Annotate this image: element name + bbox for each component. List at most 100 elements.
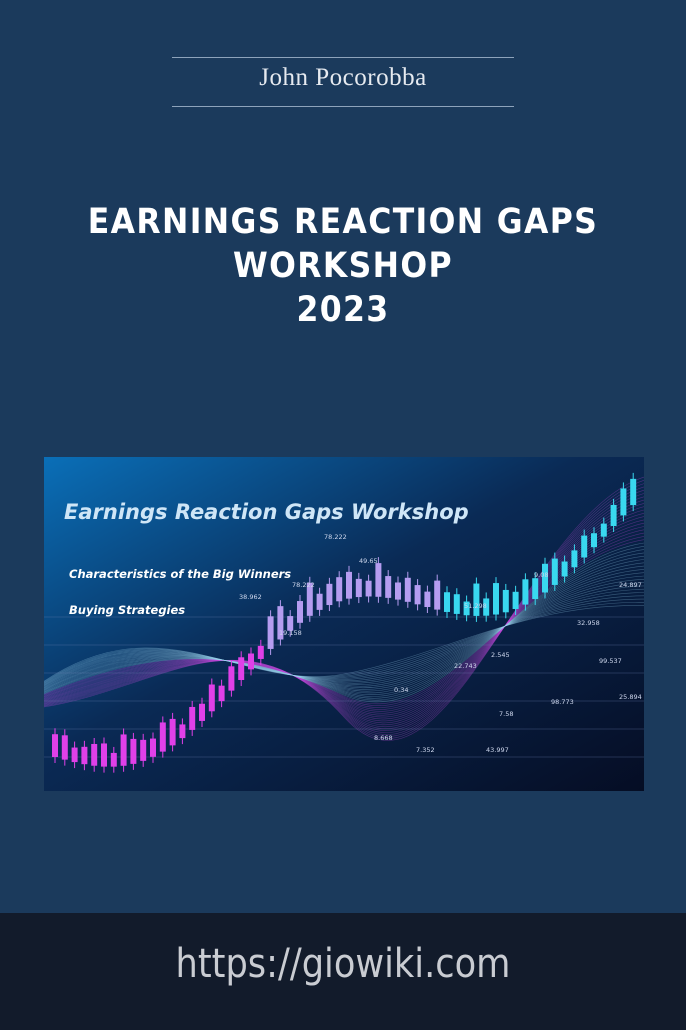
candle-body <box>336 577 343 602</box>
candle-body <box>277 606 284 640</box>
candle-body <box>561 561 568 577</box>
candle-body <box>169 718 176 746</box>
wave-line <box>44 575 644 688</box>
bottom-rule <box>172 106 514 107</box>
candle-body <box>238 657 245 680</box>
candle-body <box>326 583 333 606</box>
candle-body <box>453 594 460 614</box>
candle-body <box>257 645 264 659</box>
figure-label: 19.158 <box>279 629 302 637</box>
candle-body <box>444 592 450 612</box>
figure-label: 98.773 <box>551 698 574 706</box>
wave-line <box>44 579 644 687</box>
bullet: Buying Strategies <box>69 603 185 617</box>
candles <box>52 472 637 773</box>
candle-body <box>287 616 294 631</box>
footer: https://giowiki.com <box>0 913 686 1030</box>
figure-label: 8.668 <box>374 734 393 742</box>
figure-label: 9.08 <box>534 571 548 579</box>
candle-body <box>179 724 186 739</box>
candle-body <box>91 743 98 766</box>
candle-body <box>150 738 156 757</box>
candle-body <box>463 601 470 616</box>
candle-body <box>130 738 137 764</box>
candle-body <box>532 578 539 600</box>
candle-body <box>71 747 78 763</box>
candle-body <box>61 735 68 760</box>
wave-line <box>44 562 644 692</box>
figure-label: 25.894 <box>619 693 642 701</box>
top-rule <box>172 57 514 58</box>
candle-body <box>355 578 362 598</box>
figure-label: 99.537 <box>599 657 622 665</box>
candle-body <box>101 743 107 767</box>
candle-body <box>610 504 617 526</box>
title: EARNINGS REACTION GAPS WORKSHOP 2023 <box>52 200 633 332</box>
title-line: EARNINGS REACTION GAPS WORKSHOP <box>87 202 599 286</box>
candle-body <box>297 601 303 623</box>
candle-body <box>316 593 323 610</box>
figure-label: 7.58 <box>499 710 513 718</box>
candle-body <box>600 523 607 537</box>
candle-body <box>522 579 529 605</box>
candle-body <box>414 585 421 605</box>
candle-body <box>375 563 382 597</box>
candle-body <box>591 533 597 548</box>
wave-line <box>44 516 644 718</box>
wave-line <box>44 549 644 699</box>
wave-line <box>44 582 644 687</box>
figure-label: 24.897 <box>619 581 642 589</box>
candle-body <box>571 550 578 568</box>
banner: 78.222 49.65 38.962 78.222 19.158 51.298 22.74… <box>44 457 644 791</box>
candle-body <box>218 685 225 702</box>
candle-body <box>385 576 392 598</box>
wave-line <box>44 605 644 682</box>
candle-body <box>512 591 519 609</box>
candle-body <box>404 577 411 602</box>
candle-body <box>248 653 254 670</box>
wave-line <box>44 552 644 697</box>
figure-label: 43.997 <box>486 746 509 754</box>
candle-body <box>483 598 490 616</box>
candle-body <box>267 616 274 649</box>
wave-line <box>44 529 644 710</box>
candle-body <box>542 563 548 593</box>
candle-body <box>551 558 558 585</box>
figures: 78.222 49.65 38.962 78.222 19.158 51.298 22.74… <box>239 533 642 754</box>
candle-body <box>620 488 627 516</box>
wave-line <box>44 532 644 708</box>
candle-body <box>199 703 205 721</box>
wave-line <box>44 503 644 726</box>
wave-line <box>44 602 644 683</box>
figure-label: 22.743 <box>454 662 477 670</box>
candle-body <box>424 591 431 608</box>
candle-body <box>493 583 499 615</box>
wave-line <box>44 506 644 724</box>
wave-line <box>44 585 644 686</box>
wave-line <box>44 595 644 684</box>
wave-line <box>44 572 644 689</box>
bullet: Characteristics of the Big Winners <box>69 567 291 581</box>
figure-label: 78.222 <box>292 581 315 589</box>
candle-body <box>581 535 588 558</box>
candle-body <box>52 734 58 757</box>
candle-body <box>395 582 401 600</box>
wave-line <box>44 569 644 689</box>
figure-label: 2.545 <box>491 651 510 659</box>
figure-label: 49.65 <box>359 557 378 565</box>
wave-line <box>44 598 644 683</box>
candle-body <box>346 571 352 599</box>
footer-url: https://giowiki.com <box>175 941 511 987</box>
figure-label: 7.352 <box>416 746 435 754</box>
candle-body <box>110 752 117 767</box>
wave-line <box>44 588 644 685</box>
wave-line <box>44 536 644 706</box>
candle-body <box>630 478 637 506</box>
candle-body <box>208 684 215 712</box>
candle-body <box>473 583 480 616</box>
candle-body <box>140 739 147 761</box>
wave-line <box>44 509 644 722</box>
candle-body <box>159 722 166 752</box>
wave-line <box>44 513 644 720</box>
